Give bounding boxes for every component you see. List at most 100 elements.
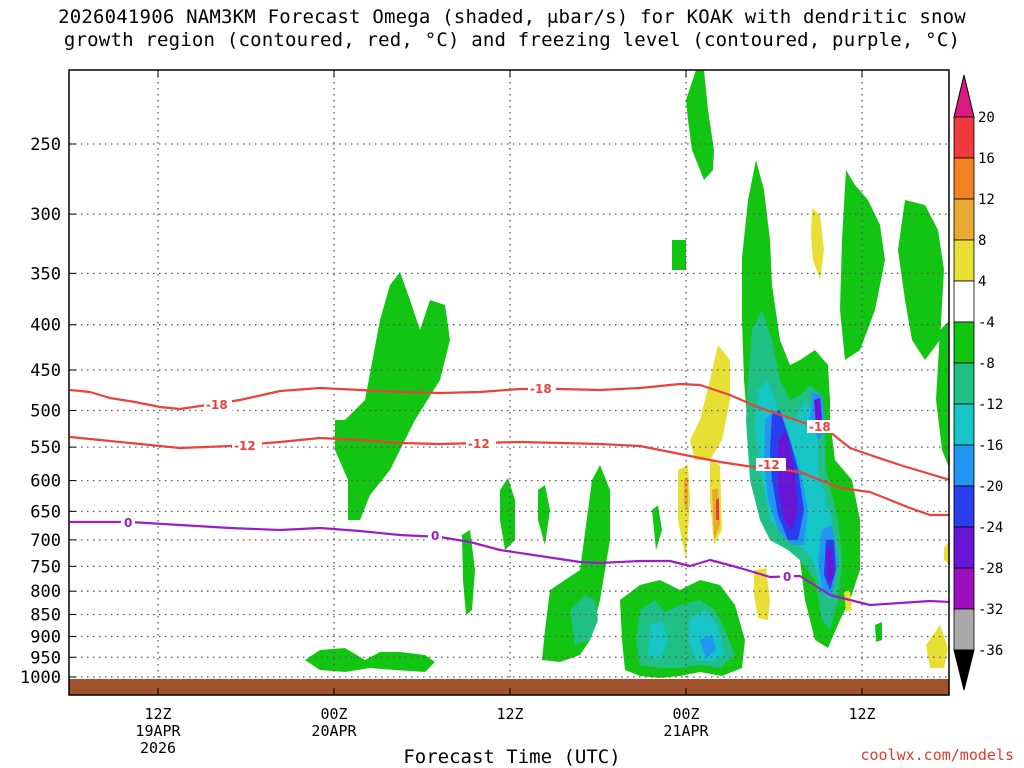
x-tick-date: 19APR <box>135 722 181 740</box>
colorbar-top-arrow <box>953 74 975 118</box>
contour-label-m18-c: -18 <box>809 420 831 434</box>
colorbar-segment <box>953 403 975 446</box>
colorbar-segment <box>953 485 975 528</box>
colorbar-tick-label: -8 <box>978 356 995 372</box>
colorbar: 20 16 12 8 4 -4 -8 -12 -16 -20 -24 -28 -32 -36 <box>953 74 1003 691</box>
shading-region <box>875 622 882 642</box>
shading-region <box>814 398 822 425</box>
shading-region <box>811 208 824 280</box>
contour-line <box>69 435 949 517</box>
title-line-2: growth region (contoured, red, °C) and f… <box>63 29 961 51</box>
y-tick-label: 850 <box>30 606 61 626</box>
colorbar-segment <box>953 321 975 364</box>
shading-region <box>684 478 688 510</box>
shading-region <box>688 610 725 662</box>
colorbar-segment <box>953 239 975 282</box>
colorbar-tick-label: -32 <box>978 602 1003 618</box>
contour-label-m18-a: -18 <box>206 398 228 412</box>
x-tick-label: 12Z <box>496 705 523 723</box>
contour-label-bg <box>204 398 232 411</box>
y-tick-label: 900 <box>30 627 61 647</box>
x-axis-label: Forecast Time (UTC) <box>403 746 621 768</box>
y-tick-label: 1000 <box>20 668 61 688</box>
colorbar-segment <box>953 567 975 610</box>
shading-region <box>716 498 719 520</box>
title-line-1: 2026041906 NAM3KM Forecast Omega (shaded… <box>58 6 966 28</box>
colorbar-tick-label: -4 <box>978 315 995 331</box>
x-tick-date: 21APR <box>663 722 709 740</box>
grid-lines <box>69 70 949 695</box>
colorbar-segment <box>953 362 975 405</box>
shading-region <box>686 70 714 180</box>
x-tick-date: 20APR <box>311 722 357 740</box>
contour-label-0-c: 0 <box>783 570 791 584</box>
y-tick-label: 550 <box>30 438 61 458</box>
chart-title: 2026041906 NAM3KM Forecast Omega (shaded… <box>0 6 1024 52</box>
plot-frame <box>68 69 950 696</box>
colorbar-tick-label: 4 <box>978 274 986 290</box>
y-tick-label: 950 <box>30 648 61 668</box>
contour-label-m18-b: -18 <box>530 382 552 396</box>
shading-region <box>898 200 944 360</box>
colorbar-tick-label: 8 <box>978 233 986 249</box>
shading-region <box>700 635 716 658</box>
contour-label-bg <box>428 529 442 542</box>
contour-line <box>70 520 949 607</box>
colorbar-tick-label: 20 <box>978 110 995 126</box>
contour-label-0-a: 0 <box>124 516 132 530</box>
colorbar-segment <box>953 444 975 487</box>
y-tick-label: 500 <box>30 402 61 422</box>
y-tick-label: 600 <box>30 472 61 492</box>
shading-region <box>500 478 515 550</box>
contour-label-bg <box>232 439 262 452</box>
contour-label-m12-c: -12 <box>758 458 780 472</box>
colorbar-tick-label: -16 <box>978 438 1003 454</box>
y-tick-label: 250 <box>30 135 61 155</box>
x-tick-label: 00Z <box>320 705 347 723</box>
contour-label-bg <box>756 458 786 471</box>
contour-label-0-b: 0 <box>431 529 439 543</box>
shading-region <box>305 648 435 672</box>
x-tick-year: 2026 <box>140 739 176 757</box>
contour-label-bg <box>807 420 835 433</box>
colorbar-bottom-arrow <box>953 649 975 691</box>
colorbar-segment <box>953 116 975 159</box>
shading-region <box>570 595 598 645</box>
contour-label-bg <box>528 382 556 395</box>
omega-shading <box>305 70 949 678</box>
shading-region <box>462 530 475 615</box>
colorbar-segment <box>953 157 975 200</box>
shading-region <box>648 620 668 660</box>
contour-label-bg <box>780 570 794 583</box>
shading-region <box>690 345 730 460</box>
colorbar-tick-label: 16 <box>978 151 995 167</box>
y-tick-label: 700 <box>30 531 61 551</box>
y-tick-label: 450 <box>30 361 61 381</box>
contour-label-bg <box>121 516 135 529</box>
colorbar-tick-label: 12 <box>978 192 995 208</box>
shading-region <box>936 321 949 468</box>
colorbar-segment <box>953 280 975 323</box>
shading-region <box>926 625 948 668</box>
colorbar-segment <box>953 526 975 569</box>
colorbar-tick-label: -24 <box>978 520 1003 536</box>
colorbar-tick-label: -20 <box>978 479 1003 495</box>
x-tick-label: 12Z <box>144 705 171 723</box>
credit-text: coolwx.com/models <box>860 746 1014 764</box>
colorbar-segment <box>953 608 975 651</box>
colorbar-tick-label: -28 <box>978 561 1003 577</box>
contour-label-bg <box>466 437 496 450</box>
ground-surface <box>69 679 949 695</box>
shading-region <box>538 485 550 545</box>
y-tick-label: 400 <box>30 316 61 336</box>
shading-region <box>754 568 770 620</box>
shading-region <box>672 240 686 270</box>
y-tick-label: 750 <box>30 557 61 577</box>
colorbar-segment <box>953 198 975 241</box>
contour-label-m12-b: -12 <box>468 437 490 451</box>
y-axis: 2503003504004505005506006507007508008509… <box>20 135 76 688</box>
contour-labels: -18 -18 -18 -12 -12 -12 0 0 0 <box>121 382 835 584</box>
x-tick-label: 00Z <box>672 705 699 723</box>
shading-region <box>652 505 662 550</box>
